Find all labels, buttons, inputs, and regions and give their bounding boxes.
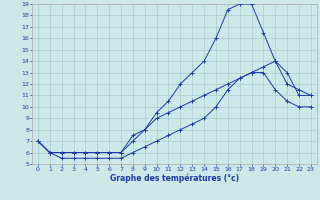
- X-axis label: Graphe des températures (°c): Graphe des températures (°c): [110, 173, 239, 183]
